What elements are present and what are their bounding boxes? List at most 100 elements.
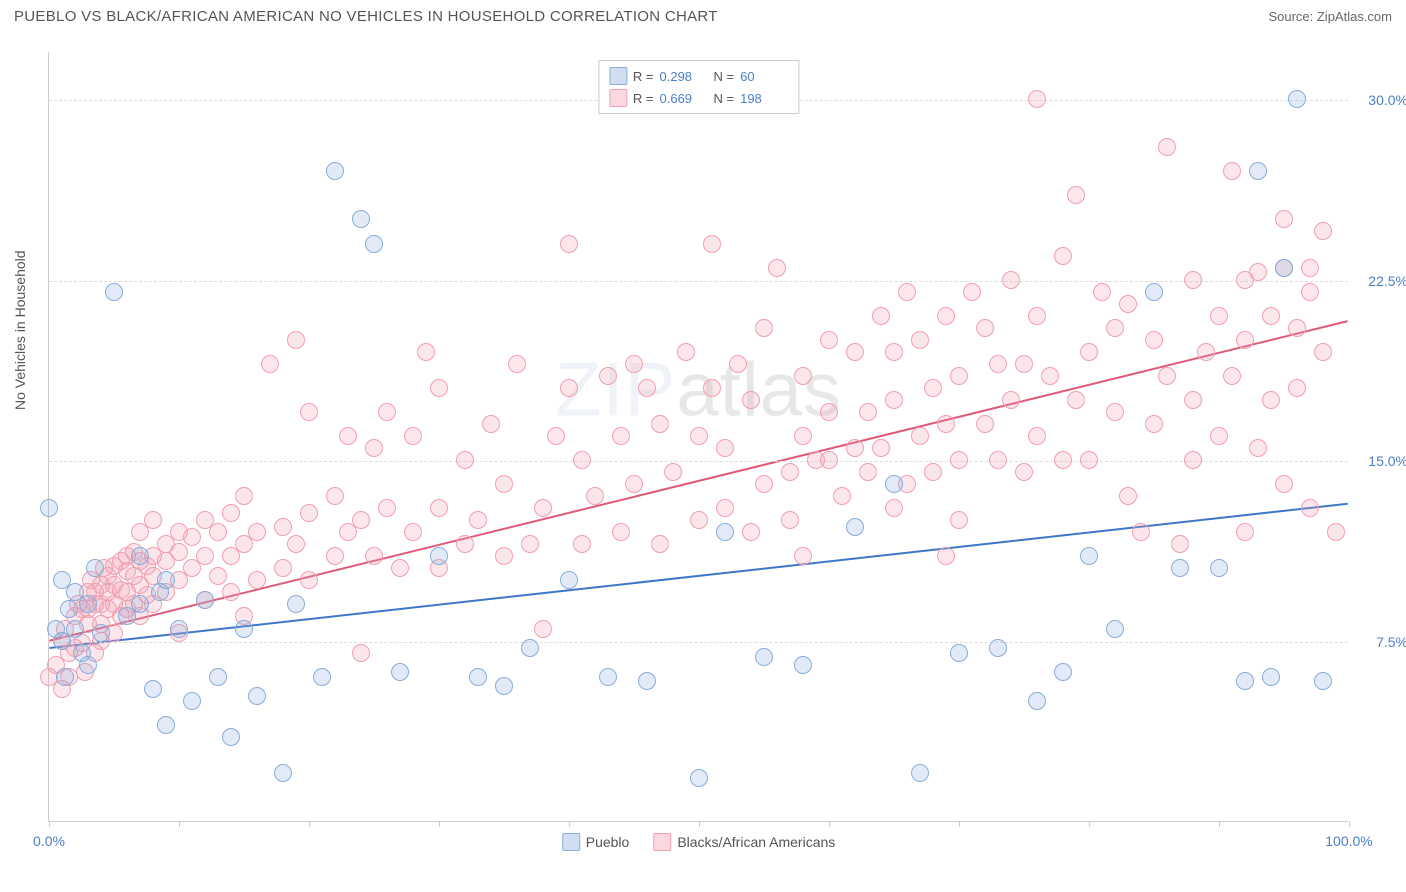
data-point-black bbox=[781, 511, 799, 529]
data-point-black bbox=[547, 427, 565, 445]
data-point-black bbox=[430, 379, 448, 397]
data-point-black bbox=[781, 463, 799, 481]
data-point-pueblo bbox=[1028, 692, 1046, 710]
x-tick bbox=[1219, 821, 1220, 827]
data-point-pueblo bbox=[131, 595, 149, 613]
data-point-black bbox=[625, 475, 643, 493]
data-point-black bbox=[794, 427, 812, 445]
data-point-black bbox=[261, 355, 279, 373]
data-point-pueblo bbox=[716, 523, 734, 541]
data-point-black bbox=[1067, 391, 1085, 409]
source-link[interactable]: ZipAtlas.com bbox=[1317, 9, 1392, 24]
data-point-pueblo bbox=[209, 668, 227, 686]
data-point-black bbox=[898, 283, 916, 301]
data-point-black bbox=[209, 567, 227, 585]
data-point-pueblo bbox=[235, 620, 253, 638]
data-point-black bbox=[1158, 138, 1176, 156]
data-point-black bbox=[716, 499, 734, 517]
gridline-h bbox=[49, 642, 1348, 643]
data-point-black bbox=[989, 451, 1007, 469]
data-point-pueblo bbox=[495, 677, 513, 695]
data-point-pueblo bbox=[131, 547, 149, 565]
data-point-black bbox=[1067, 186, 1085, 204]
data-point-black bbox=[1080, 343, 1098, 361]
data-point-black bbox=[274, 518, 292, 536]
data-point-black bbox=[495, 475, 513, 493]
data-point-black bbox=[820, 403, 838, 421]
legend-label-black: Blacks/African Americans bbox=[677, 834, 835, 850]
n-label: N = bbox=[714, 69, 735, 84]
watermark-atlas: atlas bbox=[676, 348, 842, 433]
data-point-black bbox=[222, 504, 240, 522]
data-point-black bbox=[1028, 307, 1046, 325]
data-point-pueblo bbox=[352, 210, 370, 228]
swatch-blue-icon bbox=[609, 67, 627, 85]
data-point-black bbox=[144, 511, 162, 529]
data-point-black bbox=[534, 620, 552, 638]
data-point-black bbox=[495, 547, 513, 565]
data-point-black bbox=[417, 343, 435, 361]
data-point-black bbox=[1145, 331, 1163, 349]
data-point-pueblo bbox=[755, 648, 773, 666]
data-point-black bbox=[378, 403, 396, 421]
data-point-pueblo bbox=[144, 680, 162, 698]
data-point-black bbox=[1106, 403, 1124, 421]
x-tick bbox=[49, 821, 50, 827]
data-point-black bbox=[352, 511, 370, 529]
data-point-pueblo bbox=[196, 591, 214, 609]
data-point-pueblo bbox=[222, 728, 240, 746]
data-point-black bbox=[846, 439, 864, 457]
data-point-black bbox=[885, 343, 903, 361]
data-point-black bbox=[612, 523, 630, 541]
data-point-black bbox=[755, 475, 773, 493]
data-point-pueblo bbox=[1171, 559, 1189, 577]
data-point-black bbox=[885, 391, 903, 409]
watermark: ZIPatlas bbox=[555, 347, 842, 434]
data-point-black bbox=[937, 307, 955, 325]
data-point-black bbox=[391, 559, 409, 577]
data-point-pueblo bbox=[66, 620, 84, 638]
data-point-pueblo bbox=[105, 283, 123, 301]
data-point-pueblo bbox=[1210, 559, 1228, 577]
data-point-black bbox=[1106, 319, 1124, 337]
data-point-pueblo bbox=[560, 571, 578, 589]
data-point-black bbox=[1002, 271, 1020, 289]
legend-row-pueblo: R = 0.298 N = 60 bbox=[609, 65, 788, 87]
data-point-black bbox=[1275, 210, 1293, 228]
data-point-black bbox=[872, 307, 890, 325]
data-point-black bbox=[1210, 427, 1228, 445]
data-point-black bbox=[1119, 295, 1137, 313]
data-point-black bbox=[1288, 319, 1306, 337]
data-point-black bbox=[365, 547, 383, 565]
data-point-black bbox=[742, 391, 760, 409]
data-point-black bbox=[1249, 439, 1267, 457]
data-point-black bbox=[963, 283, 981, 301]
x-tick bbox=[829, 821, 830, 827]
data-point-pueblo bbox=[391, 663, 409, 681]
data-point-black bbox=[560, 379, 578, 397]
y-tick-label: 30.0% bbox=[1368, 92, 1406, 108]
data-point-black bbox=[820, 451, 838, 469]
data-point-pueblo bbox=[313, 668, 331, 686]
data-point-pueblo bbox=[1288, 90, 1306, 108]
data-point-pueblo bbox=[1106, 620, 1124, 638]
swatch-pink-icon bbox=[653, 833, 671, 851]
data-point-pueblo bbox=[1145, 283, 1163, 301]
data-point-pueblo bbox=[326, 162, 344, 180]
data-point-black bbox=[755, 319, 773, 337]
data-point-black bbox=[456, 451, 474, 469]
data-point-black bbox=[1275, 475, 1293, 493]
data-point-black bbox=[937, 415, 955, 433]
data-point-black bbox=[872, 439, 890, 457]
data-point-black bbox=[248, 571, 266, 589]
data-point-pueblo bbox=[86, 559, 104, 577]
legend-item-pueblo: Pueblo bbox=[562, 833, 630, 851]
data-point-black bbox=[1301, 283, 1319, 301]
data-point-black bbox=[1210, 307, 1228, 325]
data-point-black bbox=[482, 415, 500, 433]
data-point-black bbox=[820, 331, 838, 349]
data-point-black bbox=[1184, 271, 1202, 289]
x-tick bbox=[439, 821, 440, 827]
data-point-black bbox=[1314, 222, 1332, 240]
data-point-black bbox=[976, 319, 994, 337]
